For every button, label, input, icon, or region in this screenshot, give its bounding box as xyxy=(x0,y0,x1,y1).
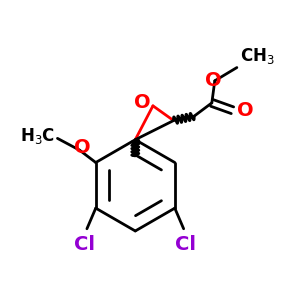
Text: CH$_3$: CH$_3$ xyxy=(240,46,275,66)
Text: H$_3$C: H$_3$C xyxy=(20,126,55,146)
Text: O: O xyxy=(74,138,90,157)
Text: O: O xyxy=(205,71,222,90)
Text: O: O xyxy=(134,93,151,112)
Text: Cl: Cl xyxy=(176,235,197,254)
Text: O: O xyxy=(237,101,253,120)
Text: Cl: Cl xyxy=(74,235,95,254)
